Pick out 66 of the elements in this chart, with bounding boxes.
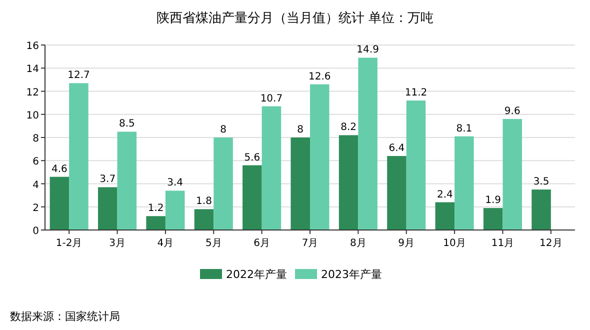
x-tick-label: 10月	[443, 238, 466, 249]
data-label: 8	[297, 124, 304, 136]
bar	[387, 156, 406, 230]
data-label: 6.4	[388, 143, 405, 154]
y-tick-label: 0	[32, 226, 39, 237]
data-label: 11.2	[404, 88, 428, 98]
x-tick-label: 4月	[157, 238, 174, 249]
bar	[406, 100, 426, 230]
bar	[69, 83, 88, 230]
x-tick-label: 9月	[398, 238, 415, 249]
y-tick-label: 8	[32, 134, 39, 144]
legend-label: 2023年产量	[321, 268, 382, 281]
y-tick-label: 2	[32, 202, 39, 214]
data-label: 2.4	[436, 189, 453, 200]
bar	[310, 84, 330, 230]
bar	[165, 190, 185, 230]
data-label: 8.2	[340, 122, 356, 134]
chart-title: 陕西省煤油产量分月（当月值）统计 单位：万吨	[156, 11, 434, 26]
data-label: 3.7	[100, 174, 116, 186]
y-tick-label: 6	[32, 156, 39, 168]
data-label: 10.7	[260, 93, 283, 104]
y-tick-label: 10	[26, 110, 39, 122]
source-note: 数据来源：国家统计局	[10, 310, 120, 323]
bar	[262, 106, 282, 230]
data-label: 12.7	[68, 70, 90, 82]
y-tick-label: 14	[26, 64, 39, 76]
bar	[98, 187, 118, 230]
data-label: 1.8	[196, 196, 212, 208]
y-tick-label: 12	[26, 87, 39, 98]
bar	[194, 209, 214, 230]
x-tick-label: 3月	[109, 238, 126, 249]
data-label: 12.6	[308, 71, 331, 82]
bar	[358, 58, 378, 230]
data-label: 3.4	[167, 178, 184, 189]
data-label: 4.6	[52, 164, 68, 175]
bar	[338, 135, 358, 230]
data-label: 8	[220, 124, 226, 136]
x-tick-label: 5月	[205, 238, 222, 249]
bar	[50, 176, 70, 230]
y-tick-label: 16	[26, 41, 39, 52]
x-tick-label: 1-2月	[56, 238, 82, 249]
bar	[454, 136, 474, 230]
bar	[117, 132, 137, 230]
bar	[242, 165, 262, 230]
bar	[214, 138, 233, 230]
data-label: 8.5	[118, 118, 135, 130]
x-tick-label: 8月	[350, 238, 366, 249]
bar	[532, 190, 551, 230]
legend-label: 2022年产量	[226, 268, 287, 281]
bar	[502, 119, 522, 230]
data-label: 3.5	[533, 176, 550, 188]
x-tick-label: 11月	[491, 238, 514, 249]
bar	[483, 208, 503, 230]
x-tick-label: 6月	[254, 238, 270, 249]
data-label: 14.9	[356, 44, 379, 56]
bar	[435, 202, 455, 230]
bar	[146, 216, 166, 230]
y-tick-label: 4	[32, 180, 39, 191]
bar	[290, 138, 310, 230]
x-tick-label: 7月	[302, 238, 318, 249]
data-label: 9.6	[504, 106, 520, 117]
x-tick-label: 12月	[540, 238, 562, 249]
data-label: 1.9	[485, 195, 502, 206]
data-label: 5.6	[244, 152, 260, 164]
data-label: 8.1	[456, 123, 472, 134]
data-label: 1.2	[148, 203, 164, 214]
